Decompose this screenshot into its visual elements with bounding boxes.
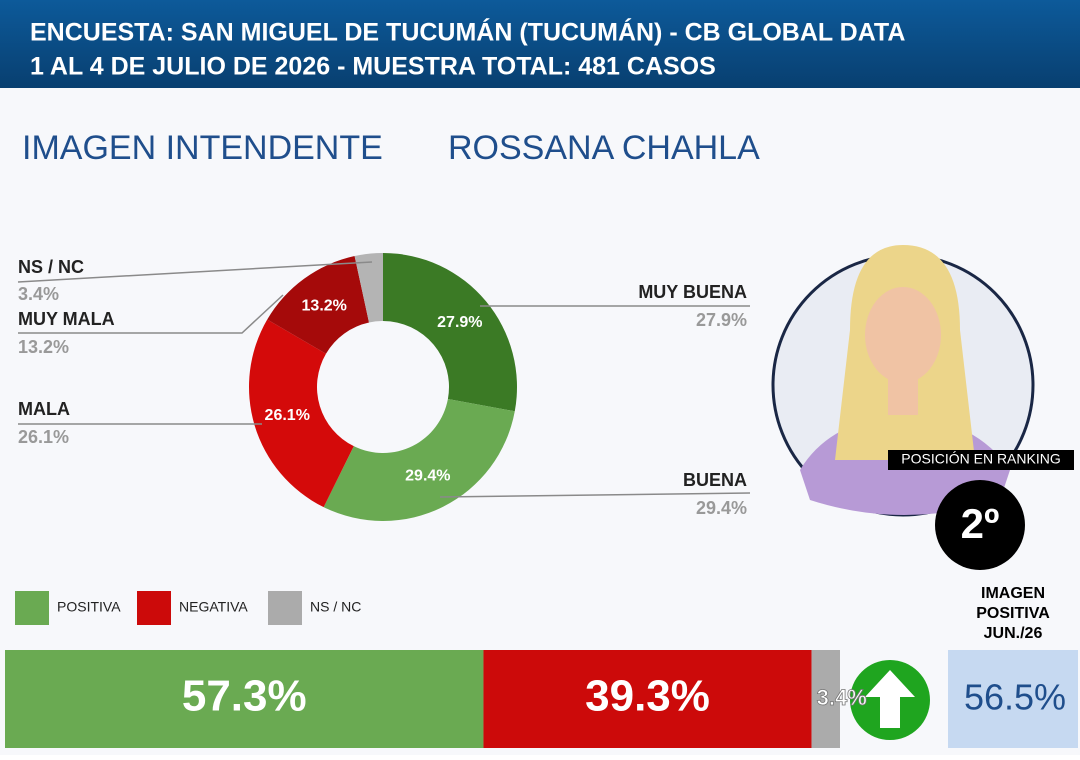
slice-label: 13.2% [302, 297, 347, 314]
leader-line [17, 261, 373, 283]
leader-line [18, 294, 284, 334]
ranking-badge [935, 480, 1025, 570]
bar-label: 39.3% [585, 672, 710, 721]
comparison-label: POSITIVA [976, 605, 1050, 622]
slice-name: BUENA [683, 470, 747, 490]
donut-slice [267, 256, 370, 354]
bar-label: 3.4% [817, 685, 867, 710]
ranking-position: 2º [961, 500, 1000, 547]
slice-label: 26.1% [265, 407, 310, 424]
legend-swatch [268, 591, 302, 625]
leader-line [439, 492, 751, 498]
slice-value: 13.2% [18, 337, 69, 357]
slice-name: MUY BUENA [638, 282, 747, 302]
slice-name: NS / NC [18, 257, 84, 277]
ranking-label: POSICIÓN EN RANKING [901, 451, 1060, 467]
portrait [771, 245, 1035, 517]
slice-name: MALA [18, 399, 70, 419]
slice-value: 3.4% [18, 284, 59, 304]
header-line: 1 AL 4 DE JULIO DE 2026 - MUESTRA TOTAL:… [30, 53, 716, 81]
header-line: ENCUESTA: SAN MIGUEL DE TUCUMÁN (TUCUMÁN… [30, 18, 905, 47]
legend-label: NEGATIVA [179, 599, 248, 615]
comparison-label: IMAGEN [981, 585, 1045, 602]
ranking-label-bg [888, 450, 1074, 470]
donut-slice [383, 253, 517, 412]
slice-label: 29.4% [405, 468, 450, 485]
comparison-label: JUN./26 [984, 625, 1043, 642]
bar-label: 57.3% [182, 672, 307, 721]
slice-name: MUY MALA [18, 309, 115, 329]
comparison-value: 56.5% [964, 677, 1066, 718]
slice-value: 26.1% [18, 427, 69, 447]
donut-slice [248, 319, 354, 508]
legend-swatch [15, 591, 49, 625]
donut-slice [323, 398, 515, 521]
bar-segment [811, 650, 840, 748]
bar-segment [5, 650, 484, 748]
comparison-box [948, 650, 1078, 748]
bar-segment [483, 650, 812, 748]
legend-label: NS / NC [310, 599, 361, 615]
header-bar [0, 0, 1080, 88]
slice-value: 27.9% [696, 310, 747, 330]
title: ROSSANA CHAHLA [448, 129, 760, 167]
slice-label: 27.9% [437, 314, 482, 331]
donut-slice [354, 253, 383, 323]
title: IMAGEN INTENDENTE [22, 129, 383, 167]
trend-arrow [865, 670, 915, 728]
legend-swatch [137, 591, 171, 625]
legend-label: POSITIVA [57, 599, 121, 615]
slice-value: 29.4% [696, 498, 747, 518]
